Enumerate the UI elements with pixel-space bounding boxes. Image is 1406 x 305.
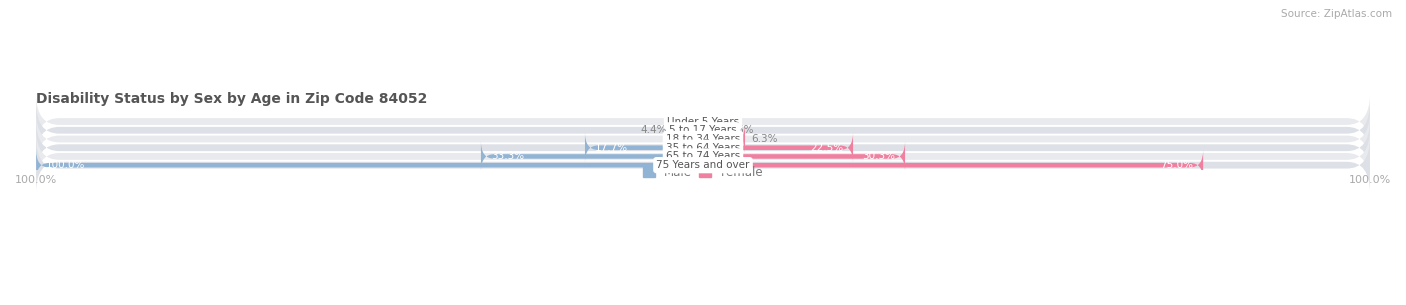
FancyBboxPatch shape [703,150,1204,180]
FancyBboxPatch shape [37,120,1369,175]
Text: 0.0%: 0.0% [671,134,696,144]
FancyBboxPatch shape [703,115,720,145]
Text: 4.4%: 4.4% [641,125,666,135]
FancyBboxPatch shape [703,124,745,154]
Text: 75.0%: 75.0% [1160,160,1194,170]
Text: 0.0%: 0.0% [671,117,696,127]
FancyBboxPatch shape [37,112,1369,166]
FancyBboxPatch shape [37,138,1369,192]
FancyBboxPatch shape [37,103,1369,157]
Text: Under 5 Years: Under 5 Years [666,117,740,127]
FancyBboxPatch shape [37,150,703,180]
Text: 30.3%: 30.3% [862,152,896,161]
Text: 17.7%: 17.7% [595,143,628,153]
Text: Source: ZipAtlas.com: Source: ZipAtlas.com [1281,9,1392,19]
FancyBboxPatch shape [703,133,853,163]
Text: 18 to 34 Years: 18 to 34 Years [666,134,740,144]
FancyBboxPatch shape [585,133,703,163]
Text: 33.3%: 33.3% [491,152,524,161]
Text: 22.5%: 22.5% [810,143,844,153]
Text: 0.0%: 0.0% [710,117,735,127]
FancyBboxPatch shape [673,115,703,145]
Text: 5 to 17 Years: 5 to 17 Years [669,125,737,135]
Text: 100.0%: 100.0% [46,160,86,170]
Text: 2.6%: 2.6% [727,125,754,135]
Text: 6.3%: 6.3% [752,134,778,144]
Text: Disability Status by Sex by Age in Zip Code 84052: Disability Status by Sex by Age in Zip C… [37,92,427,106]
FancyBboxPatch shape [703,141,905,172]
FancyBboxPatch shape [37,129,1369,184]
Text: 75 Years and over: 75 Years and over [657,160,749,170]
FancyBboxPatch shape [481,141,703,172]
Legend: Male, Female: Male, Female [643,166,763,179]
Text: 35 to 64 Years: 35 to 64 Years [666,143,740,153]
Text: 65 to 74 Years: 65 to 74 Years [666,152,740,161]
FancyBboxPatch shape [37,94,1369,149]
